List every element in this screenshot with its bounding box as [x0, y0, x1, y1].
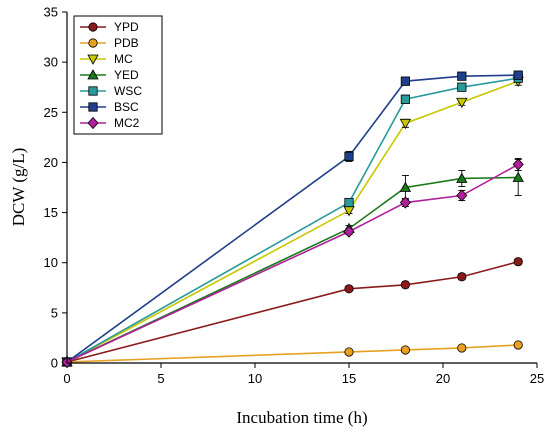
- x-tick-label: 20: [436, 371, 450, 386]
- legend-label: PDB: [114, 36, 139, 50]
- legend-entry-yed: YED: [80, 68, 139, 82]
- data-point-bsc: [344, 151, 354, 162]
- x-axis-title: Incubation time (h): [236, 408, 367, 427]
- y-tick-label: 35: [44, 5, 58, 20]
- data-point-bsc: [513, 70, 523, 80]
- x-tick-label: 25: [530, 371, 544, 386]
- data-point-mc: [343, 206, 355, 217]
- series-line-yed: [66, 176, 519, 363]
- data-point-pdb: [513, 340, 523, 350]
- y-axis-title: DCW (g/L): [9, 148, 28, 227]
- y-tick-label: 0: [51, 356, 58, 371]
- legend-label: YPD: [114, 20, 139, 34]
- data-point-mc2: [512, 158, 524, 171]
- data-point-wsc: [457, 82, 467, 92]
- legend-marker: [88, 102, 98, 112]
- y-tick-label: 20: [44, 155, 58, 170]
- data-point-mc: [399, 118, 412, 130]
- legend-marker: [87, 69, 99, 80]
- y-tick-label: 30: [44, 55, 58, 70]
- series-ypd: [62, 257, 523, 367]
- legend-entry-pdb: PDB: [80, 36, 139, 50]
- data-point-bsc: [457, 71, 467, 81]
- ticks-layer: 0 5 10 15 20 25 0 5 10 15 20 25 30 35: [44, 5, 545, 387]
- data-point-pdb: [344, 347, 354, 357]
- data-point-ypd: [513, 257, 523, 267]
- legend-label: WSC: [114, 84, 142, 98]
- series-layer: [61, 70, 524, 369]
- legend-entry-wsc: WSC: [80, 84, 142, 98]
- data-point-pdb: [457, 343, 467, 353]
- data-point-mc2: [343, 225, 355, 238]
- legend-entry-mc2: MC2: [80, 116, 140, 130]
- data-point-ypd: [400, 280, 410, 290]
- legend-entry-bsc: BSC: [80, 100, 139, 114]
- data-point-mc2: [456, 189, 468, 202]
- data-point-mc: [456, 97, 468, 109]
- y-tick-label: 15: [44, 205, 58, 220]
- legend-marker: [87, 54, 99, 65]
- series-yed: [61, 158, 524, 367]
- data-point-ypd: [344, 284, 354, 294]
- data-point-yed: [512, 171, 524, 182]
- data-point-yed: [456, 172, 468, 183]
- series-line-pdb: [66, 344, 519, 363]
- y-tick-label: 5: [51, 305, 58, 320]
- series-mc2: [61, 157, 524, 369]
- legend-entry-ypd: YPD: [80, 20, 139, 34]
- data-point-ypd: [457, 272, 467, 282]
- series-line-mc2: [66, 163, 519, 363]
- x-tick-label: 0: [63, 371, 70, 386]
- data-point-yed: [399, 181, 412, 192]
- legend-label: MC: [114, 52, 133, 66]
- legend-marker: [88, 22, 98, 32]
- legend-label: BSC: [114, 100, 139, 114]
- y-tick-label: 10: [44, 255, 58, 270]
- data-point-mc2: [399, 196, 411, 209]
- legend-marker: [87, 116, 99, 130]
- x-tick-label: 15: [342, 371, 356, 386]
- x-tick-label: 5: [157, 371, 164, 386]
- legend-entry-mc: MC: [80, 52, 133, 66]
- legend-marker: [88, 38, 98, 48]
- data-point-wsc: [400, 94, 411, 104]
- data-point-bsc: [400, 76, 411, 86]
- data-point-pdb: [400, 345, 410, 355]
- data-point-wsc: [344, 197, 354, 208]
- y-tick-label: 25: [44, 105, 58, 120]
- x-tick-label: 10: [248, 371, 262, 386]
- legend-marker: [88, 86, 98, 96]
- legend-label: YED: [114, 68, 139, 82]
- legend: YPD PDB MC YED WSC BSC MC2: [73, 15, 163, 135]
- legend-label: MC2: [114, 116, 140, 130]
